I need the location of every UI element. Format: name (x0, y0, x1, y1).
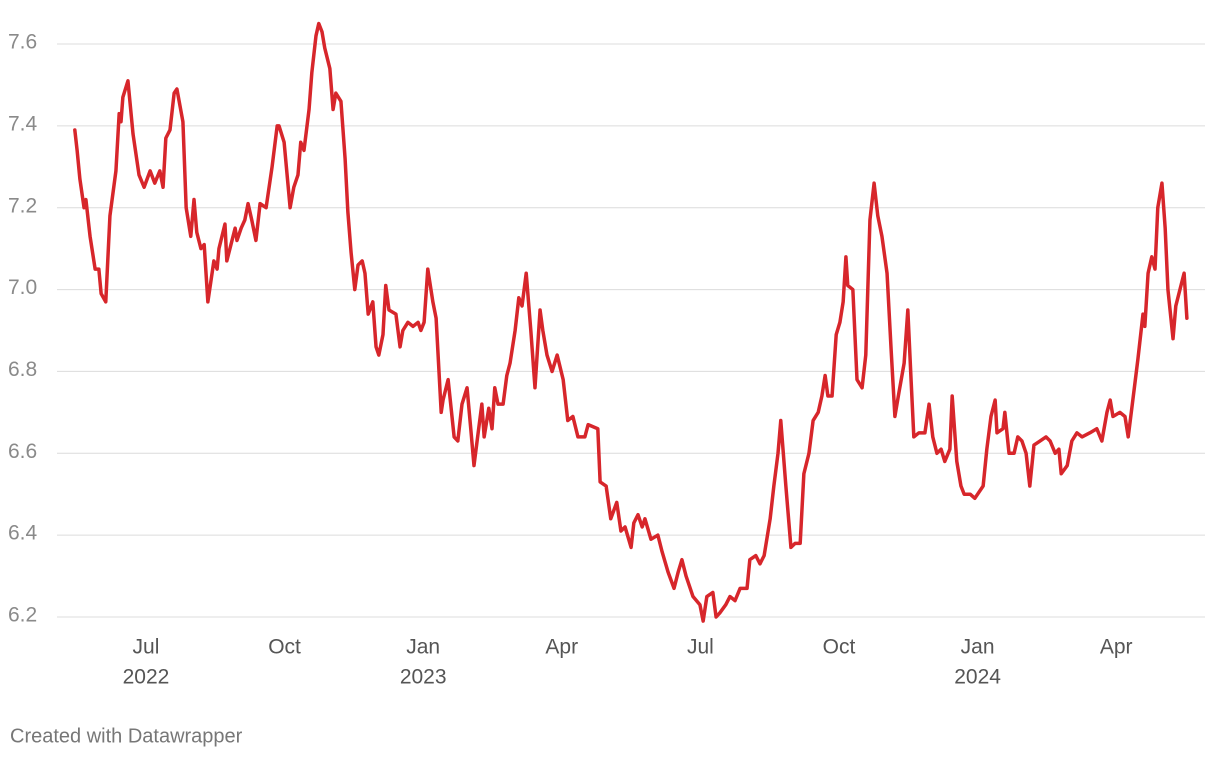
footer: Created with Datawrapper (10, 725, 243, 747)
x-tick-label: Jul (133, 636, 160, 659)
x-tick-label: Jul (687, 636, 714, 659)
y-tick-label: 7.4 (8, 112, 38, 135)
x-tick-label: Oct (823, 636, 856, 659)
x-tick-label: Oct (268, 636, 301, 659)
x-tick-label: Jan (961, 636, 995, 659)
y-tick-label: 7.6 (8, 31, 37, 54)
y-tick-label: 6.6 (8, 440, 37, 463)
x-year-label: 2023 (400, 666, 447, 689)
x-tick-label: Apr (545, 636, 578, 659)
y-tick-label: 6.4 (8, 522, 38, 545)
y-tick-label: 6.8 (8, 358, 37, 381)
y-tick-label: 6.2 (8, 604, 37, 627)
data-line (73, 21, 1189, 623)
x-year-label: 2024 (954, 666, 1001, 689)
x-tick-label: Apr (1100, 636, 1133, 659)
x-year-label: 2022 (123, 666, 170, 689)
x-tick-label: Jan (406, 636, 440, 659)
y-tick-label: 7.0 (8, 276, 37, 299)
y-tick-label: 7.2 (8, 194, 37, 217)
